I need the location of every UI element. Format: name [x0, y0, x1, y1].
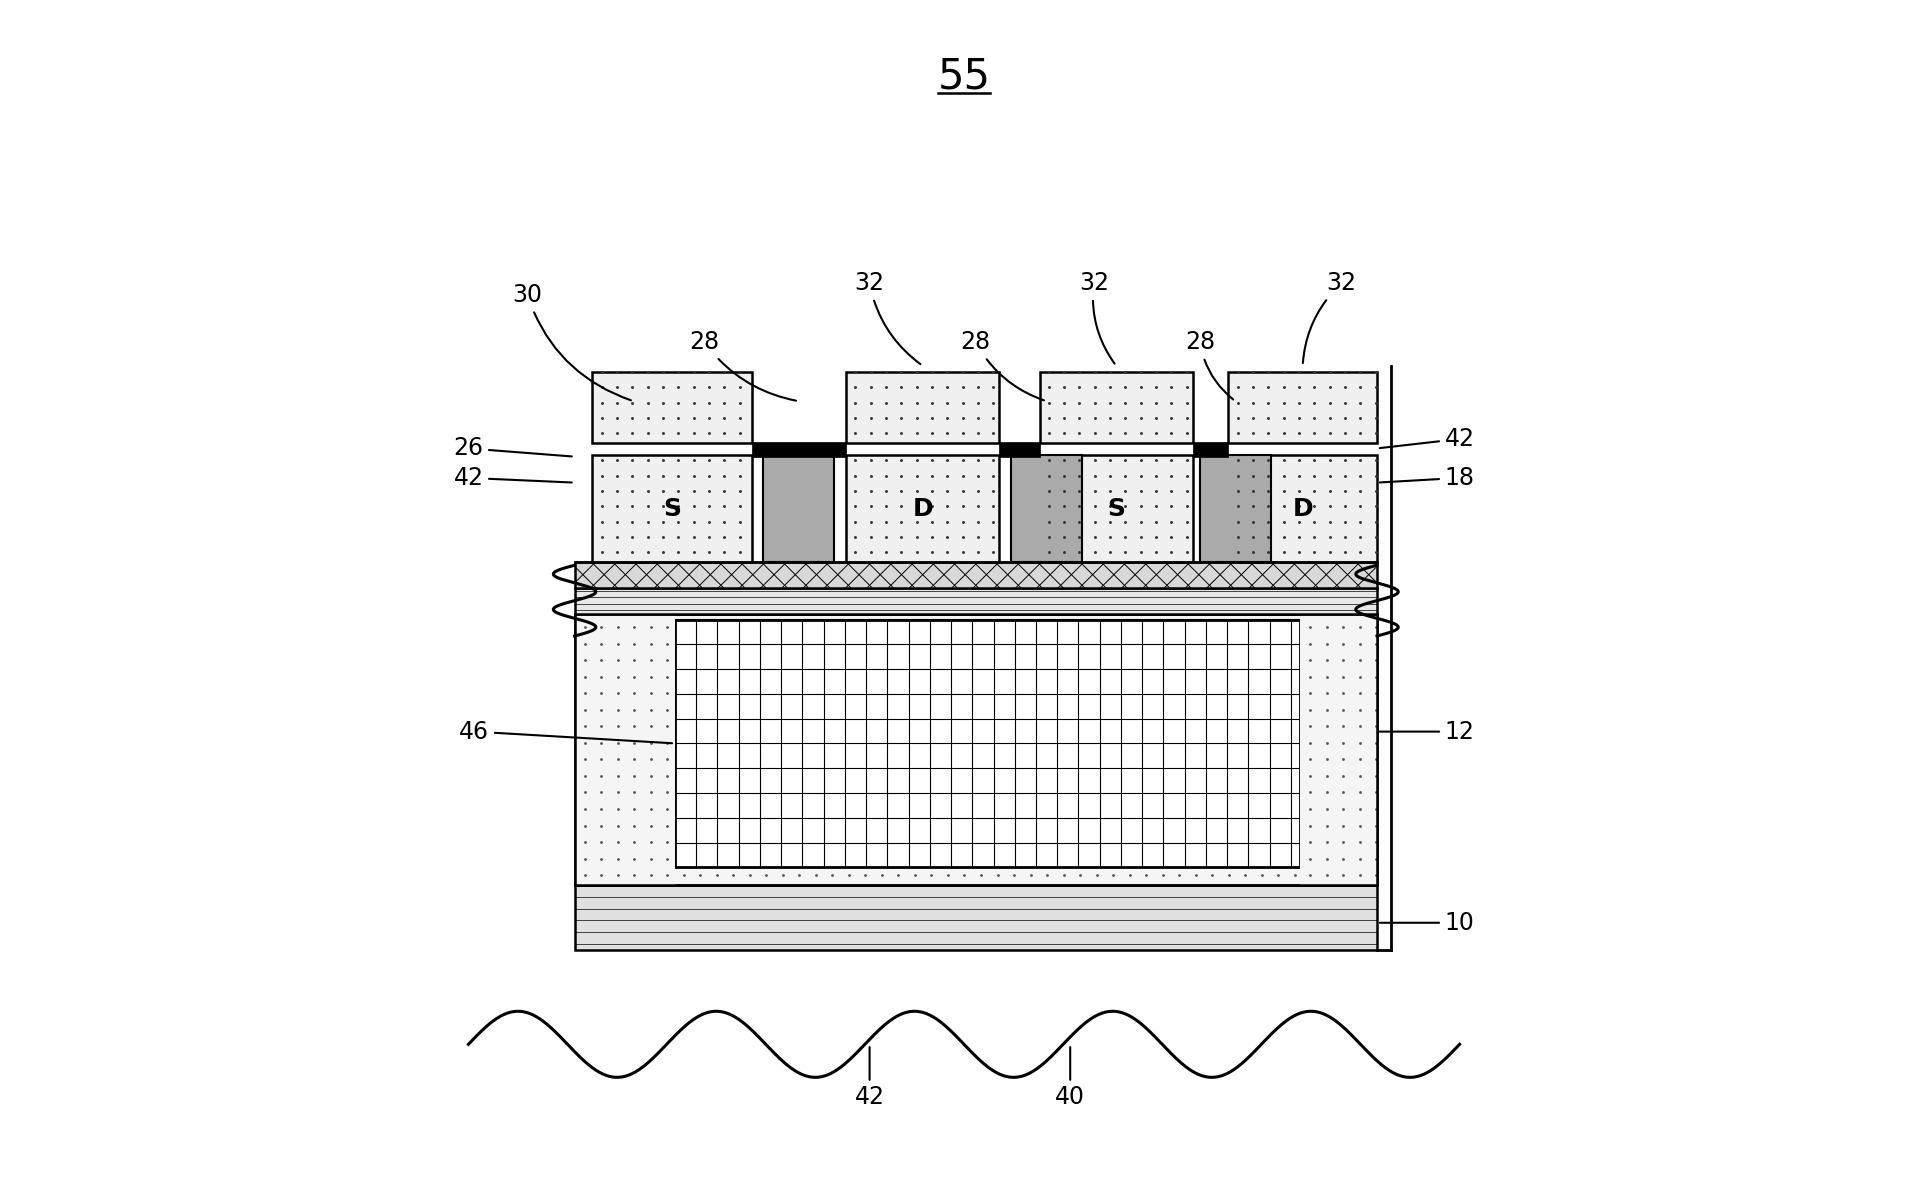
Bar [575, 614, 675, 885]
Bar [846, 372, 999, 442]
Bar [1228, 372, 1377, 442]
Bar [763, 455, 835, 562]
Text: D: D [912, 497, 933, 520]
Text: 55: 55 [937, 55, 991, 98]
Bar [575, 614, 1377, 885]
Bar [575, 588, 1377, 614]
Text: D: D [1292, 497, 1313, 520]
Bar [675, 620, 1299, 867]
Text: 32: 32 [854, 271, 920, 365]
Text: 30: 30 [513, 283, 630, 400]
Bar [1039, 372, 1193, 442]
Text: 26: 26 [453, 437, 573, 460]
Text: 40: 40 [1055, 1047, 1085, 1109]
Bar [575, 562, 1377, 588]
Bar [592, 455, 752, 562]
Text: S: S [663, 497, 681, 520]
Bar [1193, 442, 1228, 457]
Bar [575, 614, 1377, 885]
Bar [1199, 455, 1271, 562]
Text: S: S [1107, 497, 1126, 520]
Text: 10: 10 [1380, 911, 1475, 935]
Bar [575, 885, 1377, 950]
Text: 28: 28 [690, 330, 796, 401]
Bar [592, 372, 752, 442]
Text: 32: 32 [1080, 271, 1114, 363]
Text: 42: 42 [854, 1047, 885, 1109]
Text: 18: 18 [1380, 466, 1475, 490]
Text: 12: 12 [1380, 720, 1475, 743]
Text: 28: 28 [1186, 330, 1234, 400]
Bar [999, 442, 1039, 457]
Bar [1299, 614, 1377, 885]
Text: 46: 46 [459, 720, 673, 743]
Text: 42: 42 [1380, 427, 1475, 451]
Bar [1039, 455, 1193, 562]
Bar [846, 455, 999, 562]
Text: 42: 42 [453, 466, 573, 490]
Bar [1228, 455, 1377, 562]
Bar [752, 442, 846, 457]
Bar [1010, 455, 1082, 562]
Text: 32: 32 [1303, 271, 1357, 363]
Text: 28: 28 [960, 330, 1043, 400]
